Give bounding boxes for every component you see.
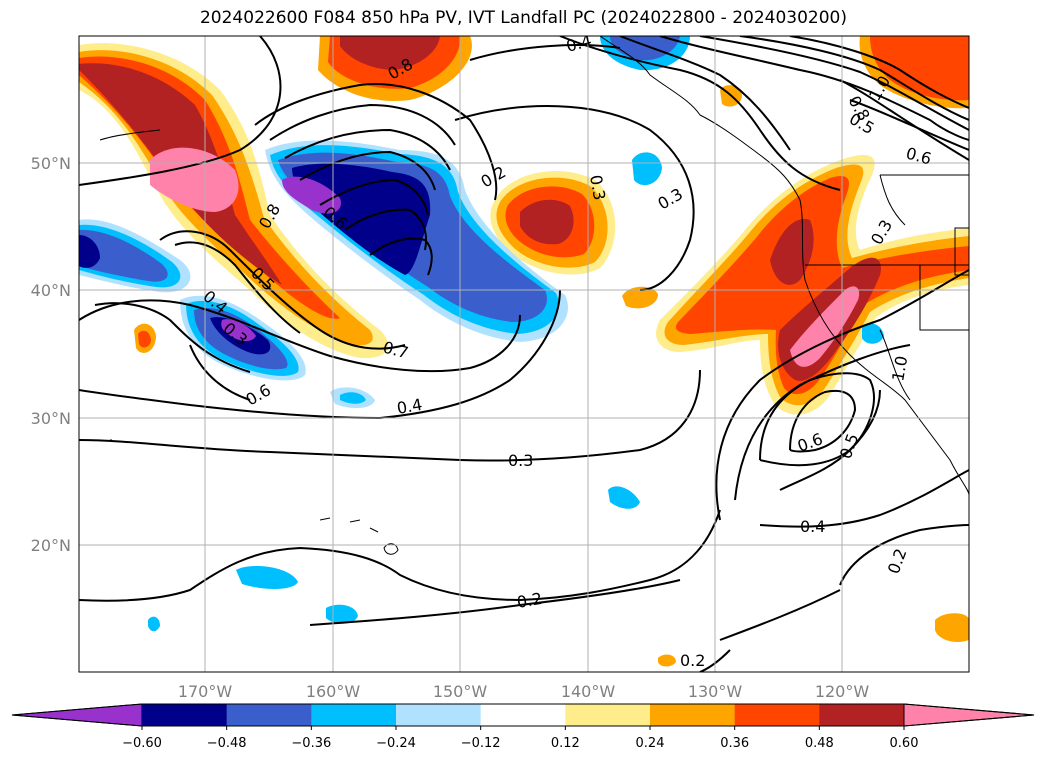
graticule	[79, 36, 969, 672]
lon-label-160w: 160°W	[306, 682, 361, 701]
colorbar-tick-label: 0.60	[890, 736, 919, 751]
colorbar-tick-label: −0.12	[461, 736, 501, 751]
colorbar-tick-label: 0.36	[720, 736, 749, 751]
colorbar-extend-min	[11, 703, 143, 727]
colorbar-segment	[142, 704, 228, 726]
lon-label-130w: 130°W	[688, 682, 743, 701]
contour-label: 0.2	[680, 651, 705, 670]
map-frame	[78, 35, 970, 673]
colorbar-segment	[480, 704, 566, 726]
colorbar-segment	[734, 704, 820, 726]
lat-label-40n: 40°N	[31, 281, 71, 300]
colorbar-segment	[650, 704, 736, 726]
colorbar-tick-label: 0.24	[636, 736, 665, 751]
lat-label-30n: 30°N	[31, 409, 71, 428]
colorbar-tick-label: 0.12	[551, 736, 580, 751]
colorbar-extend-max	[903, 703, 1035, 727]
contour-label: 0.3	[586, 173, 609, 201]
contour-label: 0.2	[515, 589, 543, 612]
colorbar-segment	[396, 704, 482, 726]
colorbar-tick-label: −0.60	[122, 736, 162, 751]
lat-label-50n: 50°N	[31, 154, 71, 173]
contour-label: 0.4	[800, 517, 825, 536]
colorbar-segment	[311, 704, 397, 726]
colorbar-segment	[565, 704, 651, 726]
coastline	[99, 36, 969, 555]
positive-anomaly-fills	[79, 36, 969, 667]
colorbar-tick-label: −0.24	[376, 736, 416, 751]
longitude-labels: 170°W 160°W 150°W 140°W 130°W 120°W	[178, 682, 870, 701]
lat-label-20n: 20°N	[31, 536, 71, 555]
contour-label: 1.0	[888, 354, 911, 382]
contour-label: 0.4	[395, 395, 423, 418]
colorbar-tick-label: −0.48	[207, 736, 247, 751]
lon-label-170w: 170°W	[178, 682, 233, 701]
map-title: 2024022600 F084 850 hPa PV, IVT Landfall…	[199, 8, 847, 28]
map-panel: 0.4 0.8 0.2 0.3 0.3 0.8 0.6 0.5 0.4 0.3 …	[79, 31, 969, 672]
colorbar-segment	[226, 704, 312, 726]
colorbar-tick-label: 0.48	[805, 736, 834, 751]
colorbar-segment	[819, 704, 905, 726]
lon-label-150w: 150°W	[433, 682, 488, 701]
contour-label: 0.3	[508, 451, 533, 470]
lon-label-120w: 120°W	[815, 682, 870, 701]
colorbar: −0.60 −0.48 −0.36 −0.24 −0.12 0.12 0.24 0.36 0.4…	[11, 703, 1035, 751]
lon-label-140w: 140°W	[561, 682, 616, 701]
colorbar-tick-label: −0.36	[291, 736, 331, 751]
ivt-contour-lines	[79, 36, 969, 672]
latitude-labels: 50°N 40°N 30°N 20°N	[31, 154, 71, 555]
contour-label: 0.4	[564, 31, 594, 56]
